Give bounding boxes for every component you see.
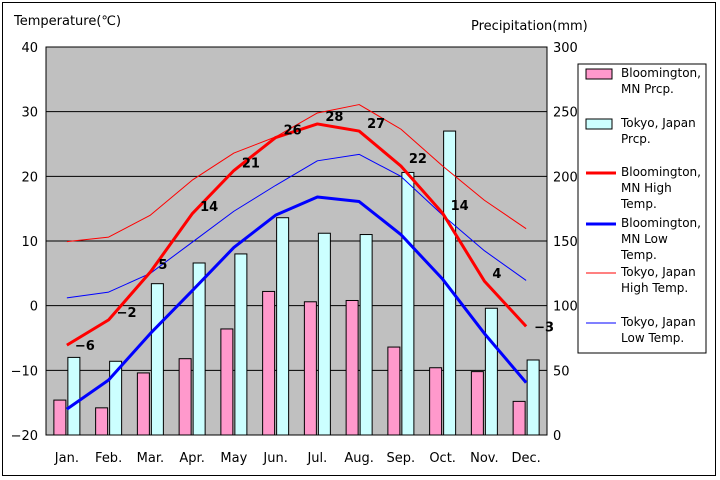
bloomington-prcp-bar — [429, 367, 443, 436]
tokyo-prcp-bar — [484, 307, 498, 436]
high-temp-data-label: 22 — [409, 152, 427, 167]
legend-label: Bloomington, — [621, 66, 701, 80]
legend-label: MN Prcp. — [621, 82, 674, 96]
tokyo-prcp-bar — [401, 171, 415, 436]
tokyo-prcp-bar — [67, 356, 81, 436]
legend-label: MN High — [621, 181, 672, 195]
legend-label: Bloomington, — [621, 216, 701, 230]
bloomington-prcp-bar — [220, 328, 234, 436]
tokyo-prcp-bar — [276, 217, 290, 436]
left-tick-label: −20 — [11, 429, 38, 444]
bloomington-prcp-bar — [303, 301, 317, 436]
bloomington-low-line — [66, 195, 528, 411]
tokyo-prcp-bar — [234, 253, 248, 436]
left-tick-label: 10 — [21, 235, 38, 250]
left-tick-label: 20 — [21, 170, 38, 185]
legend-label: MN Low — [621, 232, 668, 246]
x-tick-label: Aug. — [344, 451, 374, 466]
tokyo-prcp-bar — [150, 283, 164, 436]
tokyo-prcp-bar — [526, 359, 540, 436]
x-tick-label: Sep. — [387, 451, 416, 466]
bloomington-high-line — [66, 122, 528, 347]
legend-label: High Temp. — [621, 281, 688, 295]
high-temp-data-label: 28 — [325, 110, 343, 125]
bloomington-prcp-bar — [178, 358, 192, 436]
x-tick-label: Jan. — [54, 451, 79, 466]
tokyo-prcp-bar — [359, 234, 373, 436]
right-axis-label: Precipitation(mm) — [471, 19, 588, 34]
bloomington-prcp-bar — [136, 372, 150, 436]
tokyo-low-line — [66, 153, 527, 299]
legend-swatch-bloomington-prcp — [585, 68, 613, 80]
x-tick-label: Nov. — [470, 451, 499, 466]
right-tick-label: 300 — [553, 41, 578, 56]
legend-label: Low Temp. — [621, 331, 684, 345]
high-temp-data-label: 5 — [158, 258, 167, 273]
high-temp-data-label: 26 — [284, 124, 302, 139]
high-temp-data-label: −2 — [117, 306, 137, 321]
bloomington-prcp-bar — [95, 407, 109, 436]
legend-label: Temp. — [620, 248, 657, 262]
left-tick-label: 0 — [30, 300, 38, 315]
left-axis-label: Temperature(℃) — [13, 14, 121, 29]
legend-label: Prcp. — [621, 132, 651, 146]
right-tick-label: 100 — [553, 300, 578, 315]
x-tick-label: Apr. — [179, 451, 204, 466]
bloomington-prcp-bar — [387, 346, 401, 436]
tokyo-high-line — [66, 104, 527, 243]
legend-label: Temp. — [620, 197, 657, 211]
bloomington-prcp-bar — [512, 400, 526, 436]
right-tick-label: 50 — [553, 364, 570, 379]
legend-label: Tokyo, Japan — [620, 315, 696, 329]
bloomington-prcp-bar — [470, 371, 484, 436]
x-tick-label: May — [220, 451, 247, 466]
right-tick-label: 200 — [553, 170, 578, 185]
legend-label: Tokyo, Japan — [620, 265, 696, 279]
bloomington-prcp-bar — [53, 399, 67, 436]
high-temp-data-label: 14 — [451, 199, 469, 214]
high-temp-data-label: −6 — [75, 339, 95, 354]
legend-box — [577, 63, 707, 354]
right-tick-label: 250 — [553, 106, 578, 121]
tokyo-prcp-bar — [317, 232, 331, 436]
x-tick-label: Oct. — [429, 451, 456, 466]
tokyo-prcp-bar — [109, 360, 123, 436]
bloomington-prcp-bar — [262, 290, 276, 436]
high-temp-data-label: 21 — [242, 157, 260, 172]
high-temp-data-label: 27 — [367, 117, 385, 132]
high-temp-data-label: 14 — [200, 200, 218, 215]
bloomington-prcp-bar — [345, 299, 359, 436]
x-tick-label: Dec. — [511, 451, 540, 466]
high-temp-data-label: −3 — [534, 320, 554, 335]
legend-swatch-tokyo-prcp — [585, 118, 613, 130]
tokyo-prcp-bar — [443, 130, 457, 436]
high-temp-data-label: 4 — [492, 267, 501, 282]
right-tick-label: 150 — [553, 235, 578, 250]
right-tick-label: 0 — [553, 429, 561, 444]
left-tick-label: 30 — [21, 106, 38, 121]
x-tick-label: Feb. — [95, 451, 122, 466]
legend-label: Bloomington, — [621, 165, 701, 179]
x-tick-label: Jul. — [306, 451, 327, 466]
left-tick-label: −10 — [11, 364, 38, 379]
left-tick-label: 40 — [21, 41, 38, 56]
tokyo-prcp-bar — [192, 262, 206, 436]
x-tick-label: Jun. — [262, 451, 287, 466]
legend-label: Tokyo, Japan — [620, 116, 696, 130]
x-tick-label: Mar. — [137, 451, 164, 466]
